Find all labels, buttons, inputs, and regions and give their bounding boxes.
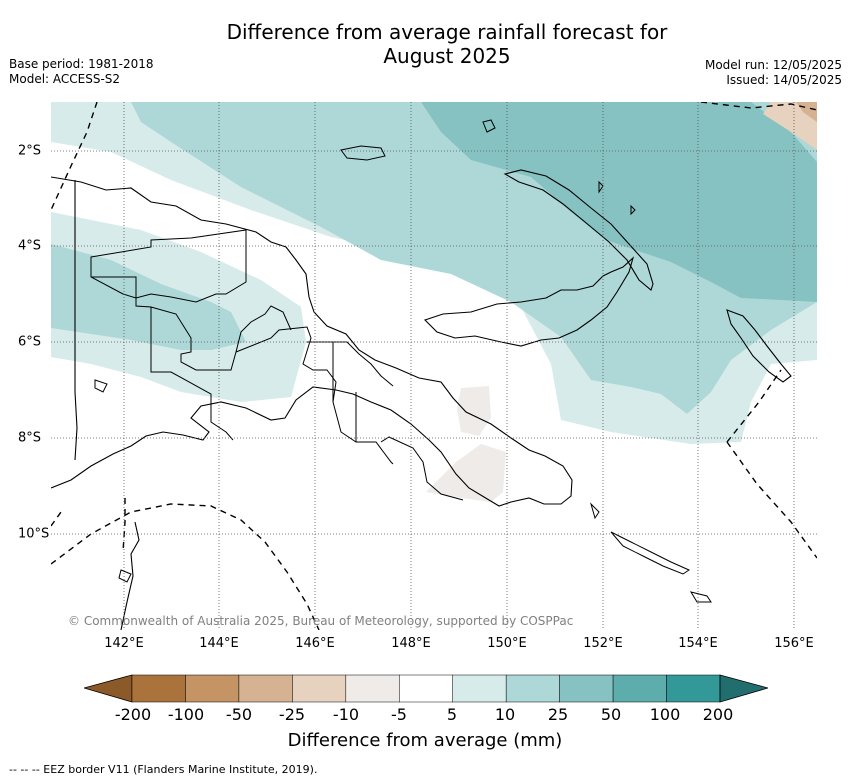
title-line-2: August 2025 xyxy=(383,44,511,68)
colorbar-label: 25 xyxy=(547,705,569,724)
lon-label-142e: 142°E xyxy=(104,636,144,651)
colorbar-swatch xyxy=(238,674,293,703)
colorbar-swatch xyxy=(292,674,347,703)
colorbar-label: 10 xyxy=(494,705,516,724)
eez-border-north xyxy=(51,102,817,211)
lat-label-6s: 6°S xyxy=(18,334,42,350)
colorbar xyxy=(84,674,768,703)
islands-southeast xyxy=(589,502,712,603)
colorbar-swatch xyxy=(185,674,240,703)
eez-border-south xyxy=(51,369,817,630)
colorbar-extend-low xyxy=(84,674,133,703)
contour-dry-patch-1 xyxy=(457,386,491,436)
colorbar-label: -100 xyxy=(167,705,205,724)
colorbar-label: -5 xyxy=(391,705,407,724)
colorbar-swatch xyxy=(131,674,186,703)
torres-islands xyxy=(94,379,132,583)
colorbar-label: -10 xyxy=(332,705,360,724)
contour-dry-patch-2 xyxy=(426,444,506,502)
colorbar-title: Difference from average (mm) xyxy=(287,730,563,751)
rainfall-map xyxy=(51,102,817,630)
title-line-1: Difference from average rainfall forecas… xyxy=(226,20,668,44)
colorbar-label: 5 xyxy=(446,705,458,724)
contour-dry-ne xyxy=(763,102,817,150)
issue-info: Model run: 12/05/2025 Issued: 14/05/2025 xyxy=(705,58,842,88)
lon-label-146e: 146°E xyxy=(295,636,335,651)
international-border xyxy=(74,180,78,461)
eez-legend: -- -- -- EEZ border V11 (Flanders Marine… xyxy=(9,763,318,776)
colorbar-swatch xyxy=(666,674,721,703)
lon-label-156e: 156°E xyxy=(774,636,814,651)
lon-label-148e: 148°E xyxy=(391,636,431,651)
lat-label-8s: 8°S xyxy=(18,430,42,446)
new-guinea-coast xyxy=(51,176,573,507)
manus-island xyxy=(340,145,386,161)
province-boundaries xyxy=(90,229,394,465)
graticule xyxy=(51,102,817,630)
lat-label-4s: 4°S xyxy=(18,238,42,254)
colorbar-label: 200 xyxy=(702,705,734,724)
base-period-text: Base period: 1981-2018 xyxy=(9,57,154,71)
lat-label-2s: 2°S xyxy=(18,143,42,159)
colorbar-swatch xyxy=(559,674,614,703)
map-title: Difference from average rainfall forecas… xyxy=(150,20,744,68)
colorbar-swatch xyxy=(505,674,560,703)
lon-label-152e: 152°E xyxy=(583,636,623,651)
colorbar-label: 50 xyxy=(600,705,622,724)
colorbar-swatch xyxy=(452,674,507,703)
issued-text: Issued: 14/05/2025 xyxy=(726,73,842,87)
contour-25-50-north xyxy=(421,102,817,302)
province-inner xyxy=(332,342,464,501)
bougainville-coast xyxy=(726,309,792,383)
lat-label-10s: 10°S xyxy=(18,526,50,542)
colorbar-extend-high xyxy=(719,674,768,703)
colorbar-swatch xyxy=(612,674,667,703)
base-period-info: Base period: 1981-2018 Model: ACCESS-S2 xyxy=(9,57,154,87)
colorbar-label: 100 xyxy=(649,705,681,724)
islands-north xyxy=(482,119,636,216)
colorbar-swatch xyxy=(345,674,400,703)
lon-label-144e: 144°E xyxy=(199,636,239,651)
colorbar-label: -50 xyxy=(225,705,253,724)
colorbar-label: -25 xyxy=(278,705,306,724)
lon-label-150e: 150°E xyxy=(487,636,527,651)
copyright-notice: © Commonwealth of Australia 2025, Bureau… xyxy=(68,614,574,628)
model-run-text: Model run: 12/05/2025 xyxy=(704,58,842,72)
new-britain-coast xyxy=(423,256,635,347)
model-text: Model: ACCESS-S2 xyxy=(9,72,121,86)
new-ireland-coast xyxy=(503,169,654,291)
colorbar-swatch xyxy=(399,674,453,703)
lon-label-154e: 154°E xyxy=(678,636,718,651)
colorbar-label: -200 xyxy=(114,705,152,724)
cape-york-coast xyxy=(120,521,140,630)
contour-10-25-west xyxy=(51,244,246,350)
